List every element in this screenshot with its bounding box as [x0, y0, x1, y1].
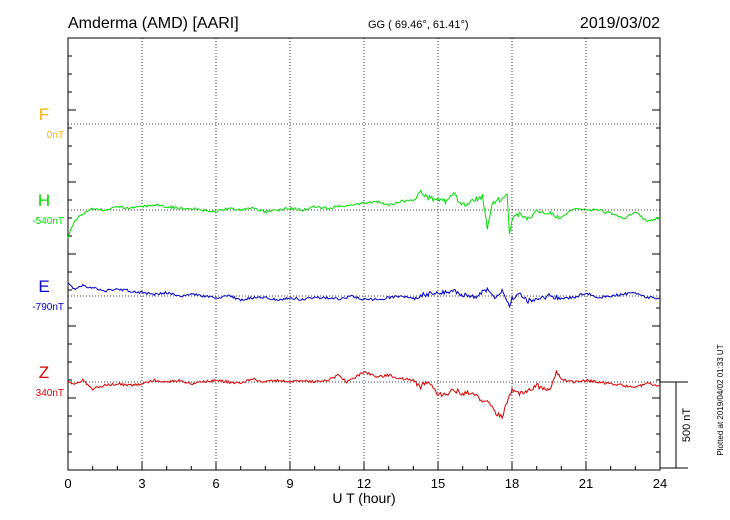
x-tick-label: 21 — [579, 476, 593, 491]
channel-baseline-z: 340nT — [36, 388, 64, 399]
plotted-note: Plotted at 2019/04/02 01:33 UT — [716, 344, 725, 455]
x-tick-label: 18 — [505, 476, 519, 491]
x-tick-label: 24 — [653, 476, 667, 491]
series-line-e — [67, 282, 661, 309]
x-tick-label: 0 — [64, 476, 71, 491]
channel-name-f: F — [39, 105, 49, 124]
channel-labels: F 0nT H -540nT E -790nT Z 340nT — [32, 105, 64, 399]
x-tick-label: 9 — [286, 476, 293, 491]
series-lines — [67, 189, 661, 420]
channel-baseline-e: -790nT — [32, 302, 64, 313]
scale-bar: 500 nT — [660, 381, 693, 469]
channel-name-h: H — [38, 191, 50, 210]
series-line-h — [67, 189, 661, 239]
channel-baseline-f: 0nT — [47, 130, 64, 141]
x-axis-label: U T (hour) — [332, 490, 395, 506]
x-tick-label: 3 — [138, 476, 145, 491]
channel-baseline-h: -540nT — [32, 216, 64, 227]
x-tick-label: 6 — [212, 476, 219, 491]
series-line-z — [67, 370, 661, 420]
x-tick-label: 15 — [431, 476, 445, 491]
plot-date: 2019/03/02 — [580, 15, 660, 32]
axis-ticks — [67, 37, 661, 471]
channel-name-e: E — [38, 277, 49, 296]
scale-bar-label: 500 nT — [681, 408, 693, 443]
x-tick-label: 12 — [357, 476, 371, 491]
station-coords: GG ( 69.46°, 61.41°) — [368, 19, 469, 31]
x-tick-labels: 0 3 6 9 12 15 18 21 24 — [64, 476, 667, 491]
station-title: Amderma (AMD) [AARI] — [68, 15, 239, 32]
grid-lines — [68, 38, 660, 470]
channel-name-z: Z — [39, 363, 49, 382]
